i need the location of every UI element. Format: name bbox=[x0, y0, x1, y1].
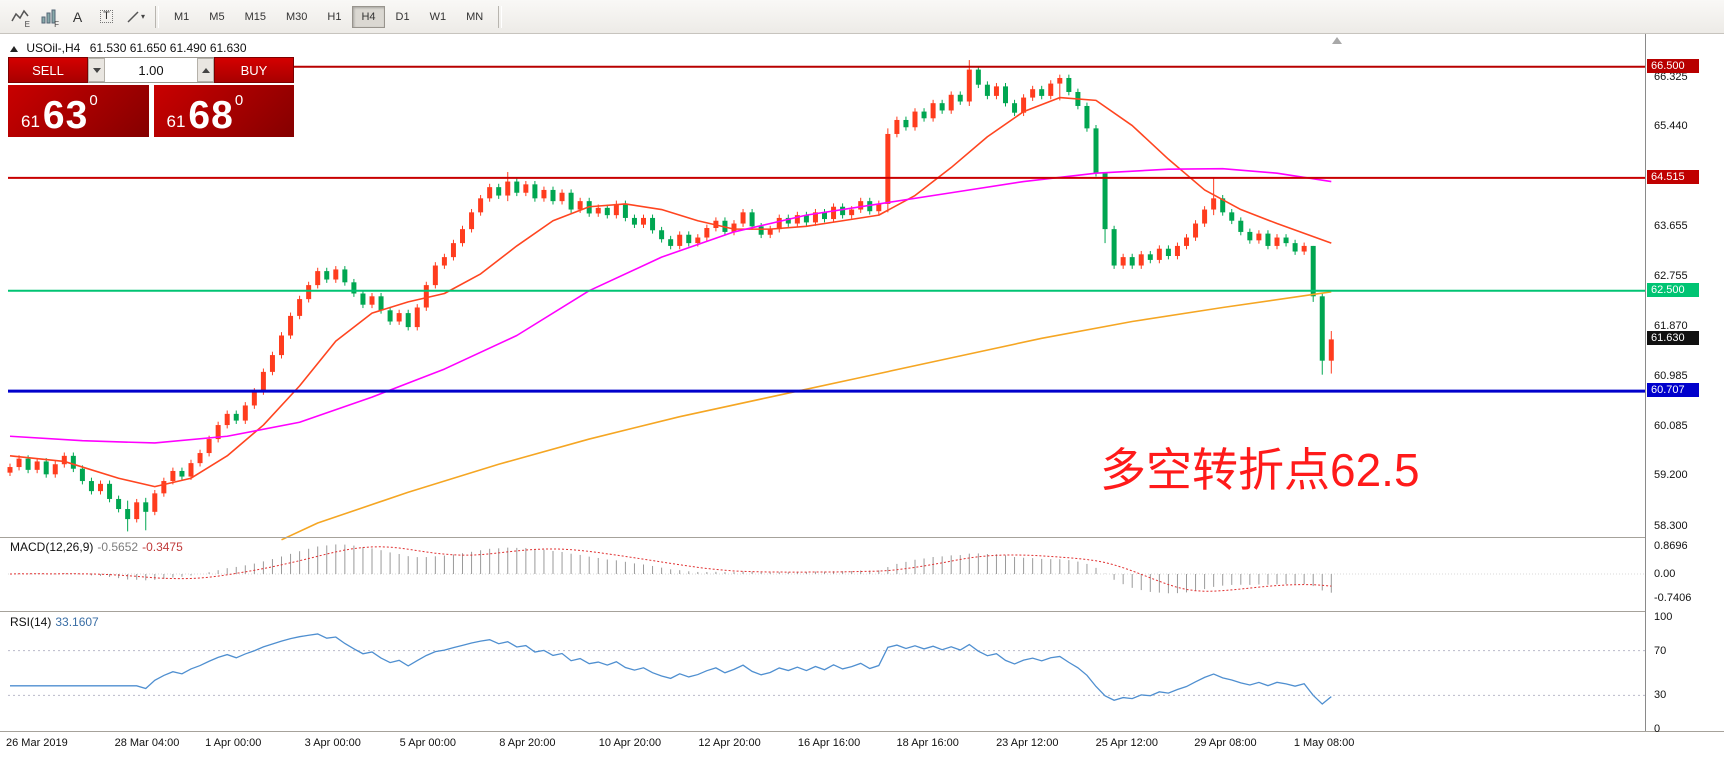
grid-glyph bbox=[41, 9, 55, 23]
trade-controls-row: SELL 1.00 BUY bbox=[8, 57, 294, 83]
arrow-up-icon bbox=[201, 67, 210, 73]
chart-shift-marker[interactable] bbox=[1332, 37, 1342, 44]
toolbar-separator bbox=[155, 5, 159, 28]
macd-signal-value: -0.3475 bbox=[142, 540, 183, 554]
time-axis-label: 1 May 08:00 bbox=[1293, 737, 1355, 749]
chart-annotation: 多空转折点62.5 bbox=[1100, 444, 1420, 496]
timeframe-button-H1[interactable]: H1 bbox=[318, 6, 350, 28]
buy-button[interactable]: BUY bbox=[214, 57, 294, 83]
time-axis-label: 10 Apr 20:00 bbox=[598, 737, 662, 749]
macd-axis-tick: 0.8696 bbox=[1654, 540, 1688, 553]
time-axis-label: 3 Apr 00:00 bbox=[304, 737, 361, 749]
timeframe-button-D1[interactable]: D1 bbox=[387, 6, 419, 28]
text-label-icon[interactable]: A bbox=[64, 4, 91, 30]
timeframe-button-W1[interactable]: W1 bbox=[421, 6, 456, 28]
price-axis-tick: 58.300 bbox=[1654, 519, 1688, 532]
timeframe-button-H4[interactable]: H4 bbox=[352, 5, 385, 28]
price-badge-62.500: 62.500 bbox=[1647, 282, 1699, 297]
time-axis-label: 18 Apr 16:00 bbox=[896, 737, 959, 749]
time-axis-label: 25 Apr 12:00 bbox=[1095, 737, 1158, 749]
time-axis-label: 5 Apr 00:00 bbox=[399, 737, 456, 749]
price-badge-66.500: 66.500 bbox=[1647, 58, 1699, 73]
timeframe-button-M30[interactable]: M30 bbox=[277, 6, 316, 28]
time-axis-label: 8 Apr 20:00 bbox=[499, 737, 556, 749]
time-axis-label: 28 Mar 04:00 bbox=[114, 737, 180, 749]
volume-value[interactable]: 1.00 bbox=[138, 62, 164, 78]
time-axis-label: 16 Apr 16:00 bbox=[797, 737, 861, 749]
timeframe-toolbar: M1 M5 M15 M30 H1 H4 D1 W1 MN bbox=[164, 5, 493, 28]
volume-decrease-button[interactable] bbox=[88, 58, 105, 82]
chart-grid-icon[interactable]: F bbox=[35, 4, 62, 30]
line-tools-icon[interactable]: ▾ bbox=[122, 4, 149, 30]
rsi-axis-tick: 70 bbox=[1654, 644, 1667, 657]
chart-expert-icon[interactable]: E bbox=[6, 4, 33, 30]
sell-button[interactable]: SELL bbox=[8, 57, 88, 83]
price-axis-tick: 66.325 bbox=[1654, 70, 1688, 83]
icon-sub-letter: E bbox=[24, 19, 30, 29]
price-axis-tick: 62.755 bbox=[1654, 270, 1688, 283]
price-badge-60.707: 60.707 bbox=[1647, 383, 1699, 398]
one-click-trading-panel: SELL 1.00 BUY 61 63 0 61 68 0 bbox=[8, 57, 294, 137]
toolbar-separator bbox=[498, 5, 503, 28]
rsi-indicator-label: RSI(14) 33.1607 bbox=[10, 615, 99, 629]
price-axis-tick: 65.440 bbox=[1654, 120, 1688, 133]
timeframe-button-M15[interactable]: M15 bbox=[236, 6, 275, 28]
price-axis-tick: 63.655 bbox=[1654, 220, 1688, 233]
volume-increase-button[interactable] bbox=[197, 58, 214, 82]
rsi-axis-tick: 0 bbox=[1654, 723, 1661, 735]
time-axis-label: 29 Apr 08:00 bbox=[1194, 737, 1257, 749]
price-axis[interactable]: 66.325 65.440 63.655 62.755 61.870 60.985 60.0… bbox=[1645, 34, 1724, 735]
price-badge-61.630: 61.630 bbox=[1647, 331, 1699, 346]
trade-prices-row: 61 63 0 61 68 0 bbox=[8, 85, 294, 137]
macd-histogram bbox=[18, 544, 1332, 594]
sell-price-display[interactable]: 61 63 0 bbox=[8, 85, 149, 137]
ma-fast-line bbox=[9, 96, 1332, 488]
price-axis-tick: 61.870 bbox=[1654, 319, 1688, 332]
time-axis-label: 12 Apr 20:00 bbox=[698, 737, 761, 749]
time-axis-label: 23 Apr 12:00 bbox=[996, 737, 1059, 749]
price-axis-tick: 60.085 bbox=[1654, 419, 1688, 432]
macd-axis-tick: -0.7406 bbox=[1654, 591, 1692, 604]
arrow-down-icon bbox=[92, 67, 101, 73]
icon-sub-letter: F bbox=[54, 19, 59, 29]
top-toolbar: E F A T ▾ M1 M5 M15 M30 H1 H4 D1 W1 MN bbox=[0, 0, 1724, 34]
buy-price-display[interactable]: 61 68 0 bbox=[153, 85, 294, 137]
volume-spinner[interactable]: 1.00 bbox=[88, 57, 214, 83]
timeframe-button-M5[interactable]: M5 bbox=[200, 6, 233, 28]
ma-slow-line bbox=[281, 291, 1332, 541]
ma-medium-line bbox=[9, 167, 1332, 444]
price-axis-tick: 59.200 bbox=[1654, 469, 1688, 482]
zigzag-chart-glyph bbox=[10, 9, 29, 21]
time-axis-label: 26 Mar 2019 bbox=[6, 737, 68, 749]
rsi-axis-tick: 100 bbox=[1654, 611, 1673, 623]
macd-axis-tick: 0.00 bbox=[1654, 568, 1676, 580]
macd-main-value: -0.5652 bbox=[97, 540, 139, 554]
macd-name: MACD(12,26,9) bbox=[10, 540, 94, 554]
timeframe-button-MN[interactable]: MN bbox=[457, 6, 492, 28]
macd-signal-line bbox=[9, 546, 1332, 592]
trendline-glyph bbox=[127, 10, 139, 23]
time-axis-label: 1 Apr 00:00 bbox=[205, 737, 262, 749]
price-badge-64.515: 64.515 bbox=[1647, 169, 1699, 184]
chart-title: USOil-,H4 61.530 61.650 61.490 61.630 bbox=[10, 41, 247, 55]
triangle-up-icon bbox=[10, 46, 18, 52]
text-box-icon[interactable]: T bbox=[93, 4, 120, 30]
rsi-value: 33.1607 bbox=[55, 615, 99, 629]
rsi-line bbox=[10, 633, 1332, 705]
price-axis-tick: 60.985 bbox=[1654, 369, 1688, 382]
candlestick-series bbox=[7, 60, 1334, 532]
time-axis[interactable]: 26 Mar 2019 28 Mar 04:00 1 Apr 00:00 3 Apr … bbox=[0, 732, 1645, 757]
timeframe-button-M1[interactable]: M1 bbox=[165, 6, 198, 28]
rsi-axis-tick: 30 bbox=[1654, 689, 1667, 702]
bar-ohlc-values: 61.530 61.650 61.490 61.630 bbox=[89, 41, 247, 55]
symbol-period-label: USOil-,H4 bbox=[26, 41, 81, 55]
rsi-name: RSI(14) bbox=[10, 615, 52, 629]
chevron-down-icon: ▾ bbox=[140, 12, 145, 21]
macd-indicator-label: MACD(12,26,9) -0.5652 -0.3475 bbox=[10, 540, 183, 554]
